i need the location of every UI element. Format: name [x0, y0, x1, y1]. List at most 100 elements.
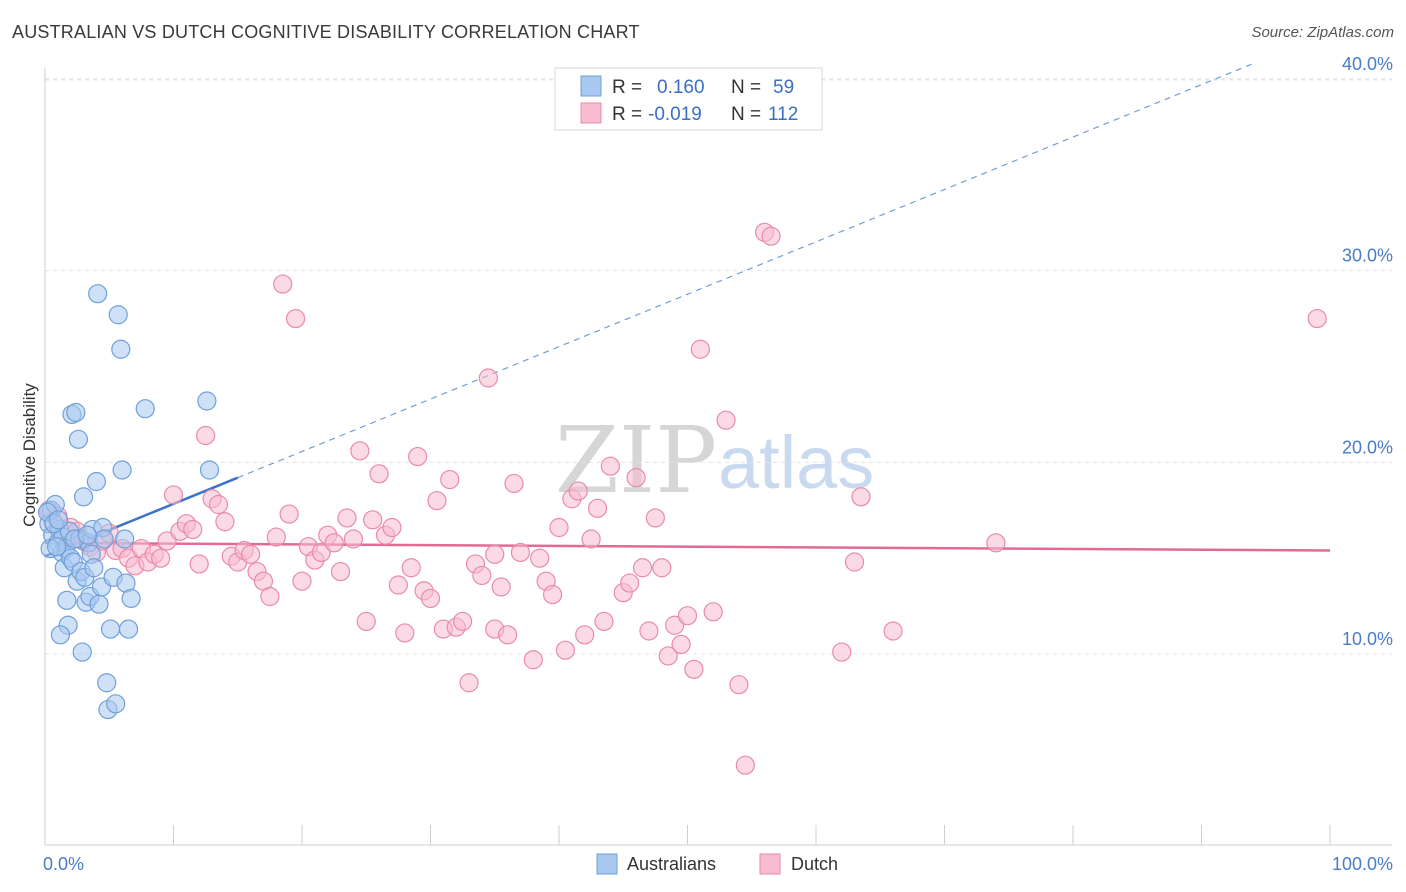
point-dutch — [183, 519, 203, 540]
bottom-legend-swatch-dutch — [759, 853, 781, 875]
point-dutch — [530, 548, 550, 568]
y-tick-label: 10.0% — [1342, 629, 1393, 649]
point-dutch — [241, 544, 261, 564]
trend-line-dutch — [44, 541, 1331, 552]
point-australians — [84, 558, 104, 578]
point-dutch — [189, 554, 209, 574]
point-dutch — [832, 642, 852, 662]
source-label: Source: ZipAtlas.com — [1251, 24, 1394, 41]
point-dutch — [356, 611, 376, 632]
point-dutch — [620, 573, 640, 593]
point-dutch — [343, 529, 363, 549]
point-dutch — [427, 491, 447, 511]
point-dutch — [163, 485, 184, 505]
point-dutch — [549, 517, 569, 538]
point-dutch — [652, 558, 672, 578]
point-australians — [66, 402, 86, 423]
point-dutch — [844, 552, 865, 572]
point-dutch — [639, 621, 659, 641]
bottom-legend-swatch-australians — [596, 853, 618, 875]
x-tick-label-min: 0.0% — [43, 854, 84, 874]
legend-r-value-1: 0.160 — [657, 77, 705, 98]
point-dutch — [388, 575, 408, 595]
point-dutch — [279, 504, 299, 524]
point-dutch — [645, 508, 665, 528]
legend-top: R = 0.160 N = 59 R = -0.019 N = 112 — [554, 67, 823, 131]
point-australians — [108, 305, 128, 325]
point-dutch — [851, 487, 871, 507]
point-australians — [89, 594, 109, 614]
point-dutch — [459, 673, 479, 693]
point-australians — [197, 391, 217, 411]
point-dutch — [594, 611, 614, 632]
point-dutch — [285, 308, 306, 329]
point-dutch — [260, 586, 280, 607]
point-australians — [50, 625, 71, 645]
bottom-legend-dutch: Dutch — [791, 854, 838, 874]
gridlines — [45, 78, 1392, 655]
point-dutch — [401, 558, 421, 578]
point-dutch — [157, 531, 177, 551]
legend-n-value-1: 59 — [773, 77, 794, 98]
point-dutch — [510, 542, 531, 563]
point-dutch — [420, 588, 441, 609]
y-axis-label: Cognitive Disability — [20, 383, 39, 527]
point-dutch — [369, 464, 389, 484]
point-australians — [57, 590, 77, 610]
point-australians — [88, 284, 108, 304]
point-dutch — [523, 650, 543, 670]
point-dutch — [729, 675, 749, 695]
point-dutch — [453, 611, 473, 632]
point-dutch — [151, 548, 171, 568]
point-australians — [77, 525, 98, 545]
legend-n-label-1: N = — [731, 77, 761, 98]
point-dutch — [665, 615, 685, 635]
point-dutch — [337, 508, 357, 528]
point-dutch — [684, 659, 704, 679]
point-dutch — [883, 621, 903, 641]
point-dutch — [266, 527, 286, 547]
point-dutch — [324, 533, 344, 553]
point-dutch — [542, 584, 563, 605]
legend-bottom: Australians Dutch — [596, 853, 838, 875]
point-dutch — [575, 625, 595, 645]
point-dutch — [478, 368, 498, 388]
legend-swatch-dutch — [580, 102, 602, 124]
data-points — [37, 222, 1327, 775]
point-dutch — [671, 634, 691, 655]
point-dutch — [555, 640, 576, 660]
point-australians — [121, 588, 141, 609]
point-dutch — [658, 646, 678, 666]
point-dutch — [440, 469, 460, 490]
point-dutch — [273, 274, 293, 294]
bottom-legend-australians: Australians — [627, 854, 716, 874]
point-dutch — [408, 446, 428, 467]
point-dutch — [491, 577, 511, 597]
point-dutch — [716, 410, 736, 430]
point-dutch — [626, 468, 646, 488]
point-dutch — [292, 571, 312, 591]
chart-title: AUSTRALIAN VS DUTCH COGNITIVE DISABILITY… — [12, 22, 640, 42]
point-dutch — [382, 517, 402, 538]
point-australians — [94, 529, 114, 549]
point-australians — [135, 399, 155, 419]
legend-r-value-2: -0.019 — [648, 104, 702, 125]
legend-r-label-1: R = — [612, 77, 642, 98]
point-dutch — [196, 425, 216, 446]
y-tick-label: 20.0% — [1342, 437, 1393, 457]
legend-n-label-2: N = — [731, 104, 761, 125]
point-australians — [112, 460, 132, 480]
legend-swatch-australians — [580, 75, 602, 97]
point-dutch — [735, 755, 755, 775]
point-dutch — [986, 533, 1006, 553]
x-tick-label-max: 100.0% — [1332, 854, 1393, 874]
point-australians — [97, 673, 117, 693]
point-australians — [111, 339, 131, 359]
legend-n-value-2: 112 — [768, 104, 798, 125]
point-australians — [100, 619, 121, 639]
point-dutch — [363, 510, 383, 530]
point-dutch — [1307, 308, 1327, 329]
point-australians — [46, 537, 67, 557]
point-dutch — [330, 561, 351, 582]
point-australians — [73, 487, 94, 507]
